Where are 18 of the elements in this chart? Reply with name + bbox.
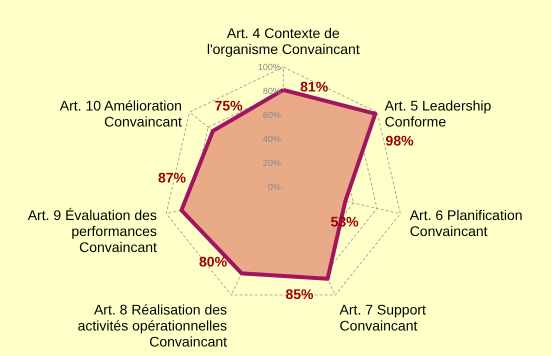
data-label: 81% <box>300 78 329 94</box>
y-tick-label: 0% <box>268 182 281 192</box>
y-tick-label: 100% <box>258 62 281 72</box>
spoke-label: Art. 8 Réalisation des activités opérationnelles Convaincant <box>78 302 228 350</box>
spoke-label: Art. 6 Planification Convaincant <box>410 206 523 239</box>
data-label: 98% <box>386 132 414 149</box>
spoke-label: Art. 4 Contexte de l'organisme Convaincant <box>206 24 360 57</box>
spoke-label: Art. 10 Amélioration Convaincant <box>60 97 182 130</box>
y-tick-label: 60% <box>262 110 281 120</box>
spoke-label: Art. 7 Support Convaincant <box>340 302 426 334</box>
y-tick-label: 40% <box>262 134 281 144</box>
data-label: 87% <box>158 170 187 186</box>
data-label: 75% <box>214 98 244 114</box>
y-tick-label: 20% <box>262 158 281 168</box>
spoke-label: Art. 9 Évaluation des performances Convaincant <box>28 206 158 255</box>
data-label: 80% <box>199 254 228 270</box>
spoke-label: Art. 5 Leadership Conforme <box>384 97 492 130</box>
data-label: 85% <box>285 286 314 302</box>
